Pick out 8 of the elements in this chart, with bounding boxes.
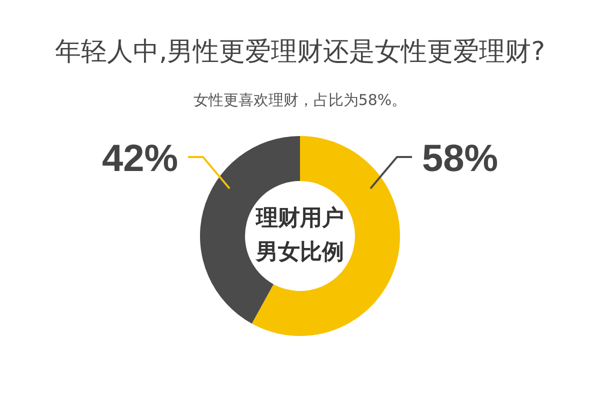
chart-subtitle: 女性更喜欢理财，占比为58%。: [193, 91, 407, 109]
data-label: 42%: [102, 138, 178, 180]
data-label: 58%: [422, 138, 498, 180]
chart-title: 年轻人中,男性更爱理财还是女性更爱理财?: [54, 37, 546, 67]
donut-slice: [252, 136, 400, 336]
donut-slice: [200, 136, 300, 324]
text: 男女比例: [255, 240, 344, 265]
text: 理财用户: [255, 205, 344, 231]
